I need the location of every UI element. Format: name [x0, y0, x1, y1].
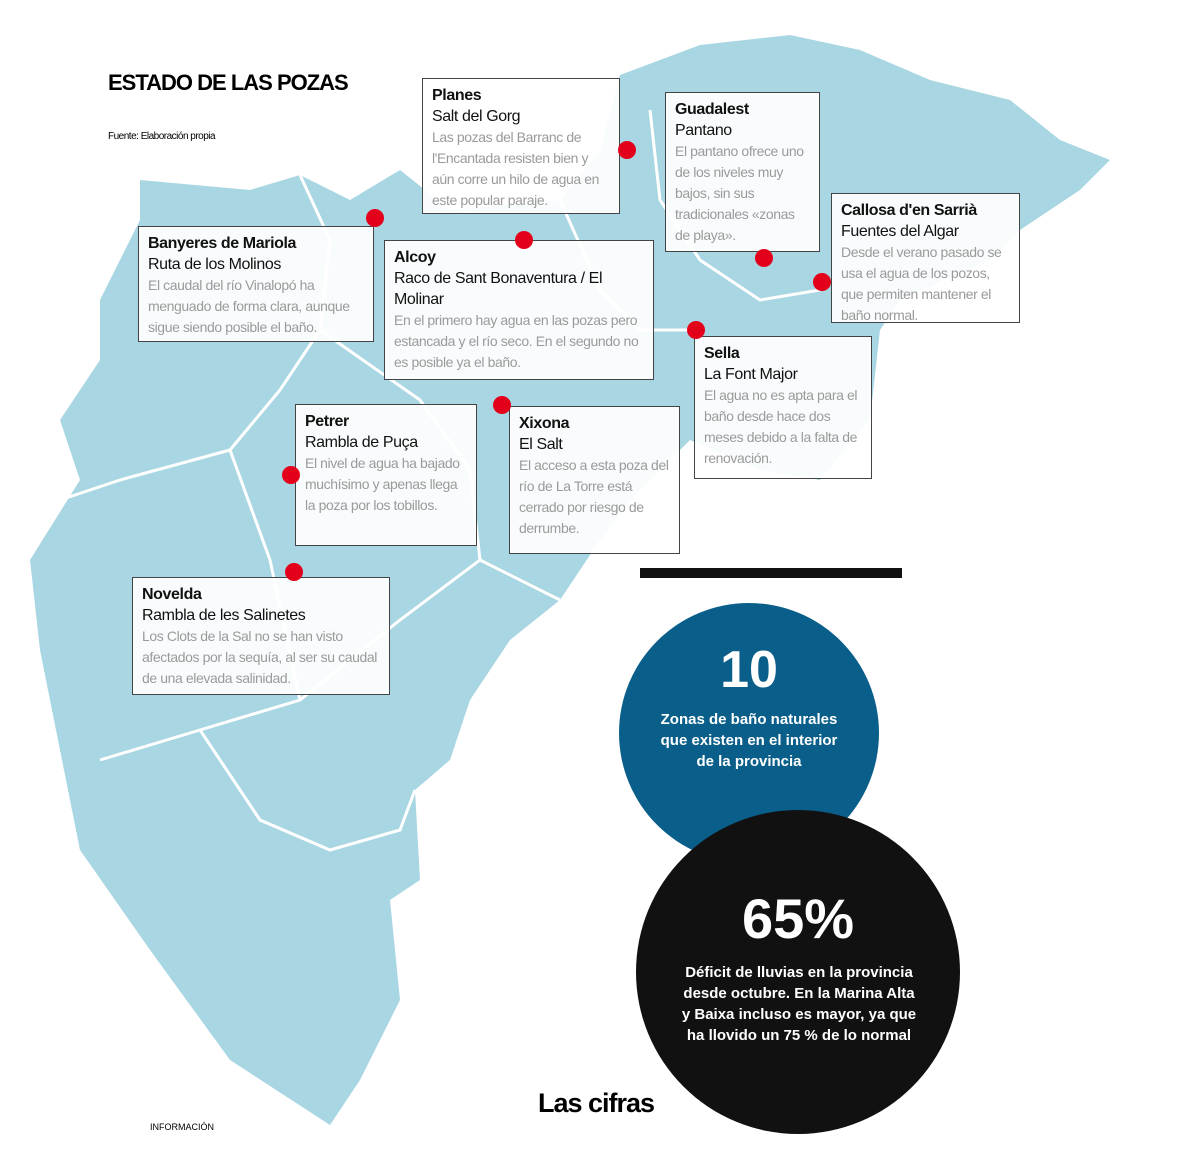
- location-description: En el primero hay agua en las pozas pero…: [394, 312, 639, 370]
- location-card: Sella La Font Major El agua no es apta par…: [694, 336, 872, 479]
- figure-circle: [619, 603, 879, 863]
- location-card: Planes Salt del Gorg Las pozas del Barranc…: [422, 78, 620, 214]
- location-name: Petrer: [305, 413, 349, 430]
- location-place: Salt del Gorg: [432, 108, 521, 125]
- location-description: Desde el verano pasado se usa el agua de…: [841, 244, 1002, 323]
- location-description: Los Clots de la Sal no se han visto afec…: [142, 628, 377, 686]
- credit: INFORMACIÓN: [150, 1122, 214, 1132]
- location-card: Alcoy Raco de Sant Bonaventura / El Molin…: [384, 240, 654, 380]
- figures-title: Las cifras: [538, 1088, 655, 1118]
- location-description: El pantano ofrece uno de los niveles muy…: [675, 143, 804, 243]
- location-name: Banyeres de Mariola: [148, 235, 297, 252]
- divider-bar: [640, 568, 902, 578]
- location-name: Novelda: [142, 586, 202, 603]
- location-name: Xixona: [519, 415, 570, 432]
- location-place: Rambla de les Salinetes: [142, 607, 306, 624]
- figure-text: Zonas de baño naturales que existen en e…: [660, 711, 838, 770]
- location-card: Xixona El Salt El acceso a esta poza del r…: [509, 406, 680, 554]
- figure-circle: [636, 810, 960, 1134]
- location-name: Guadalest: [675, 101, 749, 118]
- location-card: Callosa d'en Sarrià Fuentes del Algar Desd…: [831, 193, 1020, 323]
- location-place: Fuentes del Algar: [841, 223, 959, 240]
- location-description: El agua no es apta para el baño desde ha…: [704, 387, 858, 466]
- location-description: El acceso a esta poza del río de La Torr…: [519, 457, 669, 536]
- location-card: Petrer Rambla de Puça El nivel de agua ha …: [295, 404, 477, 546]
- location-name: Sella: [704, 345, 740, 362]
- location-place: Pantano: [675, 122, 732, 139]
- location-description: El nivel de agua ha bajado muchísimo y a…: [305, 455, 460, 513]
- location-name: Callosa d'en Sarrià: [841, 202, 977, 219]
- figure-number: 65%: [741, 887, 855, 950]
- source: Fuente: Elaboración propia: [108, 131, 216, 142]
- location-description: El caudal del río Vinalopó ha menguado d…: [148, 277, 350, 335]
- title: ESTADO DE LAS POZAS: [108, 70, 349, 95]
- location-place: El Salt: [519, 436, 563, 453]
- location-place: Rambla de Puça: [305, 434, 418, 451]
- location-place: Raco de Sant Bonaventura / El Molinar: [394, 270, 603, 308]
- location-name: Alcoy: [394, 249, 436, 266]
- location-card: Novelda Rambla de les Salinetes Los Clots …: [132, 577, 390, 695]
- location-place: Ruta de los Molinos: [148, 256, 281, 273]
- figure-number: 10: [720, 641, 778, 699]
- location-place: La Font Major: [704, 366, 798, 383]
- location-card: Banyeres de Mariola Ruta de los Molinos El…: [138, 226, 374, 342]
- location-description: Las pozas del Barranc de l'Encantada res…: [432, 129, 600, 208]
- figure-text: Déficit de lluvias en la provincia desde…: [681, 964, 917, 1044]
- location-name: Planes: [432, 87, 482, 104]
- location-card: Guadalest Pantano El pantano ofrece uno de…: [665, 92, 820, 252]
